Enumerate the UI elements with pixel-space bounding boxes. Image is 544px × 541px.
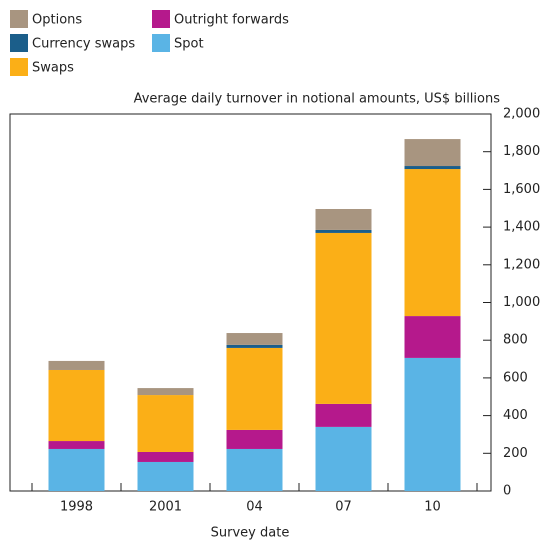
bar-segment	[48, 448, 105, 491]
bar-segment	[315, 232, 372, 404]
y-tick-label: 1,600	[503, 182, 540, 197]
legend-label: Currency swaps	[32, 37, 135, 52]
bar-segment	[315, 229, 372, 233]
legend-swatch	[152, 10, 170, 28]
y-tick-label: 600	[503, 370, 528, 385]
bar-segment	[404, 169, 461, 317]
bar-segment	[226, 344, 283, 348]
bar-segment	[137, 395, 194, 452]
x-tick-label: 1998	[60, 500, 93, 515]
bar-segment	[404, 357, 461, 491]
y-tick-label: 1,200	[503, 257, 540, 272]
bar-segment	[404, 316, 461, 358]
bar-segment	[315, 403, 372, 427]
y-tick-label: 1,800	[503, 144, 540, 159]
bar-segment	[315, 426, 372, 491]
legend-swatch	[10, 58, 28, 76]
bar-segment	[226, 429, 283, 449]
bar-segment	[226, 347, 283, 430]
y-tick-label: 400	[503, 408, 528, 423]
y-tick-label: 1,000	[503, 295, 540, 310]
y-axis-title: Average daily turnover in notional amoun…	[134, 92, 501, 107]
y-tick-label: 200	[503, 446, 528, 461]
x-axis-title: Survey date	[211, 526, 290, 541]
bar-segment	[404, 139, 461, 167]
y-tick-label: 0	[503, 484, 511, 499]
bar-segment	[137, 451, 194, 462]
legend-label: Outright forwards	[174, 13, 289, 28]
legend-label: Options	[32, 13, 82, 28]
legend-swatch	[152, 34, 170, 52]
legend-swatch	[10, 34, 28, 52]
legend-label: Spot	[174, 37, 204, 52]
y-tick-label: 2,000	[503, 107, 540, 122]
y-tick-label: 1,400	[503, 220, 540, 235]
bar-segment	[137, 388, 194, 396]
bar-segment	[315, 209, 372, 230]
legend-label: Swaps	[32, 61, 74, 76]
x-tick-label: 2001	[149, 500, 182, 515]
legend-swatch	[10, 10, 28, 28]
bar-segment	[226, 448, 283, 491]
bar-segment	[137, 461, 194, 491]
y-tick-label: 800	[503, 333, 528, 348]
bar-segment	[404, 166, 461, 170]
x-tick-label: 04	[246, 500, 263, 515]
bar-segment	[48, 369, 105, 442]
bar-segment	[226, 333, 283, 345]
x-tick-label: 07	[335, 500, 352, 515]
bar-segment	[48, 441, 105, 449]
bar-segment	[48, 360, 105, 370]
x-tick-label: 10	[424, 500, 441, 515]
